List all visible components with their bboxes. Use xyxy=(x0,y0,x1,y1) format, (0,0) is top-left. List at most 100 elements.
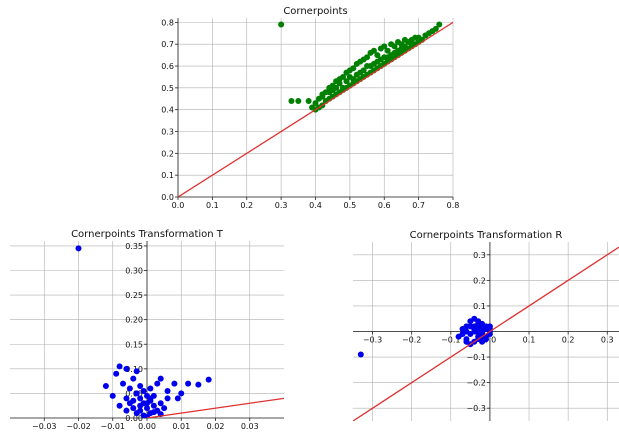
transformation-r-xtick-label-1: −0.2 xyxy=(402,336,421,345)
cornerpoints-point-96 xyxy=(367,63,374,70)
transformation-t-point-12 xyxy=(133,390,140,397)
transformation-t-point-4 xyxy=(116,363,123,370)
cornerpoints-point-3 xyxy=(305,97,312,104)
cornerpoints-point-28 xyxy=(350,65,357,72)
cornerpoints-point-74 xyxy=(336,80,343,87)
transformation-t-point-42 xyxy=(144,400,150,407)
transformation-r-point-23 xyxy=(463,338,470,345)
cornerpoints-point-46 xyxy=(381,43,388,50)
cornerpoints-point-36 xyxy=(364,54,371,61)
transformation-r-xtick-label-4: 0.1 xyxy=(523,336,536,345)
transformation-r-xtick-label-6: 0.3 xyxy=(601,336,614,345)
transformation-t-point-43 xyxy=(150,409,157,416)
transformation-r-point-31 xyxy=(479,338,486,345)
transformation-t-xtick-label-2: −0.01 xyxy=(100,422,125,431)
cornerpoints-point-22 xyxy=(340,73,346,80)
cornerpoints-point-40 xyxy=(370,47,377,54)
cornerpoints-point-84 xyxy=(340,84,346,91)
cornerpoints-point-97 xyxy=(377,56,384,63)
transformation-t-point-32 xyxy=(157,375,164,382)
transformation-t-point-27 xyxy=(150,402,157,409)
cornerpoints-point-42 xyxy=(374,52,381,59)
transformation-t-point-3 xyxy=(113,370,120,377)
transformation-t-ytick-label-6: 0.30 xyxy=(125,267,143,276)
cornerpoints-point-93 xyxy=(343,78,350,85)
cornerpoints-ytick-label-4: 0.4 xyxy=(161,106,174,115)
transformation-t-point-41 xyxy=(130,397,137,404)
cornerpoints-point-83 xyxy=(422,32,429,39)
transformation-t-point-8 xyxy=(126,385,133,392)
transformation-r-reference-line xyxy=(353,246,619,421)
transformation-r-xtick-label-2: −0.1 xyxy=(441,336,460,345)
cornerpoints-xtick-label-7: 0.7 xyxy=(412,201,425,210)
transformation-r-xtick-label-5: 0.2 xyxy=(562,336,575,345)
cornerpoints-point-72 xyxy=(436,21,443,28)
transformation-r-ytick-label-6: 0.3 xyxy=(473,251,486,260)
cornerpoints-point-81 xyxy=(408,41,415,48)
cornerpoints-ytick-label-5: 0.5 xyxy=(161,84,174,93)
transformation-t-point-21 xyxy=(144,405,150,412)
transformation-t-xtick-label-1: −0.02 xyxy=(66,422,91,431)
transformation-t-point-15 xyxy=(137,395,144,402)
cornerpoints-point-1 xyxy=(288,97,295,104)
transformation-t-point-10 xyxy=(130,375,137,382)
transformation-r-point-33 xyxy=(463,328,470,335)
transformation-t-xtick-label-0: −0.03 xyxy=(32,422,57,431)
transformation-r-xtick-label-3: 0.0 xyxy=(484,336,497,345)
transformation-t-xtick-label-5: 0.02 xyxy=(207,422,225,431)
transformation-t-point-16 xyxy=(137,407,144,414)
transformation-t-point-33 xyxy=(161,405,168,412)
transformation-t-point-0 xyxy=(75,245,82,252)
transformation-t-point-6 xyxy=(123,395,130,402)
transformation-r-ytick-label-4: 0.1 xyxy=(473,302,486,311)
transformation-r-ytick-label-1: −0.2 xyxy=(466,379,485,388)
transformation-t-point-17 xyxy=(137,383,144,390)
transformation-t-point-11 xyxy=(130,405,137,412)
transformation-r-ytick-label-2: −0.1 xyxy=(466,353,485,362)
cornerpoints-title: Cornerpoints xyxy=(283,6,347,17)
cornerpoints-point-0 xyxy=(278,21,285,28)
cornerpoints-point-71 xyxy=(432,25,439,32)
transformation-t-point-14 xyxy=(133,368,140,375)
cornerpoints-ytick-label-6: 0.6 xyxy=(161,62,174,71)
transformation-t-point-26 xyxy=(147,385,154,392)
transformation-t-ytick-label-3: 0.15 xyxy=(125,340,143,349)
transformation-t-point-46 xyxy=(137,402,144,409)
transformation-t-point-34 xyxy=(164,395,171,402)
transformation-t-point-1 xyxy=(102,383,109,390)
transformation-r-xtick-label-0: −0.3 xyxy=(363,336,382,345)
transformation-t-point-49 xyxy=(174,395,181,402)
transformation-t-xtick-label-3: 0.00 xyxy=(138,422,156,431)
transformation-t-ytick-label-2: 0.10 xyxy=(125,365,143,374)
cornerpoints-point-48 xyxy=(384,47,391,54)
transformation-t-point-30 xyxy=(154,380,161,387)
transformation-t-title: Cornerpoints Transformation T xyxy=(71,229,224,240)
transformation-t-ytick-label-4: 0.20 xyxy=(125,316,143,325)
cornerpoints-point-94 xyxy=(350,76,357,83)
transformation-r-point-0 xyxy=(357,351,364,358)
transformation-r-panel: −0.3−0.2−0.10.00.10.20.3−0.3−0.2−0.10.00… xyxy=(353,230,619,421)
cornerpoints-panel: 0.0 0.1 0.2 0.3 0.4 0.5 0.6 0.7 0.8 0.0 0.1 0.2 0.3 0… xyxy=(161,6,459,210)
cornerpoints-point-92 xyxy=(333,84,340,91)
transformation-t-ytick-label-7: 0.35 xyxy=(125,242,143,251)
cornerpoints-point-98 xyxy=(384,54,391,61)
cornerpoints-xtick-label-6: 0.6 xyxy=(378,201,391,210)
cornerpoints-reference-line xyxy=(178,21,453,197)
transformation-t-point-36 xyxy=(178,390,185,397)
transformation-t-xtick-label-4: 0.01 xyxy=(172,422,190,431)
cornerpoints-ytick-label-3: 0.3 xyxy=(161,128,174,137)
transformation-t-reference-line xyxy=(146,397,284,418)
cornerpoints-xtick-label-4: 0.4 xyxy=(309,201,322,210)
cornerpoints-ytick-label-2: 0.2 xyxy=(161,149,174,158)
cornerpoints-point-99 xyxy=(395,47,401,54)
transformation-r-point-37 xyxy=(475,328,482,335)
cornerpoints-xtick-label-3: 0.3 xyxy=(275,201,288,210)
transformation-t-point-35 xyxy=(171,380,178,387)
cornerpoints-ytick-label-0: 0.0 xyxy=(161,193,174,202)
cornerpoints-xtick-label-0: 0.0 xyxy=(172,201,185,210)
cornerpoints-point-89 xyxy=(401,43,408,50)
cornerpoints-point-90 xyxy=(319,91,326,98)
transformation-t-ytick-label-5: 0.25 xyxy=(125,291,143,300)
transformation-t-point-5 xyxy=(120,380,127,387)
